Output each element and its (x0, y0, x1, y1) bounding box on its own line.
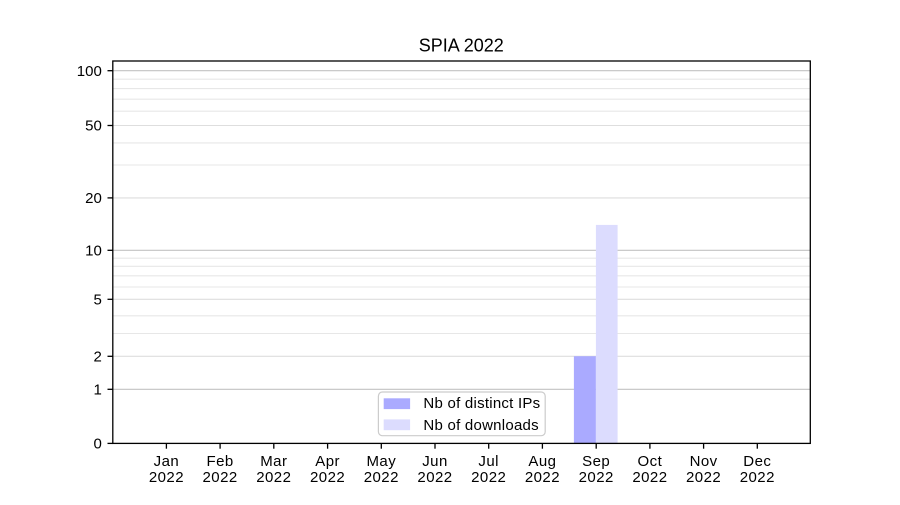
svg-text:2022: 2022 (632, 469, 667, 486)
svg-text:Nb of downloads: Nb of downloads (423, 417, 539, 434)
svg-text:2022: 2022 (579, 469, 614, 486)
svg-text:Aug: Aug (528, 453, 556, 470)
svg-text:Dec: Dec (743, 453, 771, 470)
svg-text:5: 5 (93, 291, 101, 308)
svg-text:2022: 2022 (203, 469, 238, 486)
svg-text:2022: 2022 (686, 469, 721, 486)
svg-text:2022: 2022 (364, 469, 399, 486)
svg-text:0: 0 (93, 436, 101, 453)
svg-text:Oct: Oct (638, 453, 663, 470)
svg-text:2: 2 (93, 348, 101, 365)
svg-text:20: 20 (85, 190, 102, 207)
svg-text:2022: 2022 (417, 469, 452, 486)
svg-text:Sep: Sep (582, 453, 610, 470)
svg-text:SPIA 2022: SPIA 2022 (419, 36, 504, 56)
svg-text:10: 10 (85, 242, 102, 259)
svg-text:2022: 2022 (740, 469, 775, 486)
svg-text:Nb of distinct IPs: Nb of distinct IPs (423, 395, 540, 412)
svg-text:Jun: Jun (422, 453, 448, 470)
svg-text:2022: 2022 (471, 469, 506, 486)
svg-text:Apr: Apr (315, 453, 340, 470)
svg-text:2022: 2022 (149, 469, 184, 486)
svg-text:100: 100 (77, 63, 102, 80)
svg-text:Jul: Jul (478, 453, 499, 470)
svg-text:2022: 2022 (256, 469, 291, 486)
svg-text:Jan: Jan (154, 453, 180, 470)
svg-text:50: 50 (85, 118, 102, 135)
svg-text:Feb: Feb (206, 453, 233, 470)
svg-text:2022: 2022 (525, 469, 560, 486)
svg-text:Nov: Nov (690, 453, 718, 470)
svg-text:Mar: Mar (260, 453, 287, 470)
svg-text:1: 1 (93, 381, 101, 398)
svg-text:2022: 2022 (310, 469, 345, 486)
svg-text:May: May (366, 453, 396, 470)
